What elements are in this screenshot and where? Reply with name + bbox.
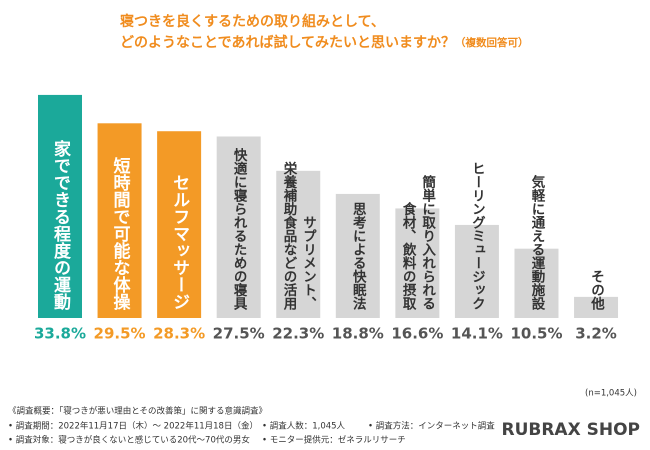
bar: [38, 94, 82, 318]
category-label: 気軽に通える運動施設: [528, 174, 545, 312]
title-line: どのようなことであれば試してみたいと思いますか？: [120, 34, 455, 51]
category-label: 思考による快眠法: [350, 202, 367, 312]
bar: [276, 170, 321, 318]
value-label: 18.8%: [332, 325, 384, 343]
value-label: 10.5%: [510, 325, 562, 343]
footnote: • モニター提供元：ゼネラルリサーチ: [262, 435, 406, 446]
title-line: 寝つきを良くするための取り組みとして、: [120, 13, 385, 30]
category-label: その他: [588, 270, 606, 312]
category-label: 栄養補助食品などの活用: [280, 160, 298, 311]
value-label: 16.6%: [391, 325, 443, 343]
bar: [514, 248, 559, 318]
bar: [454, 224, 499, 318]
bar: [157, 131, 202, 318]
footnote: • 調査人数：1,045人: [262, 421, 346, 432]
category-label: 家でできる程度の運動: [50, 139, 71, 311]
title-note: （複数回答可）: [455, 36, 529, 49]
category-label: 短時間で可能な体操: [110, 156, 131, 311]
value-label: 29.5%: [94, 325, 146, 343]
value-label: 3.2%: [575, 325, 617, 343]
category-label: サプリメント、: [300, 215, 317, 310]
value-label: 22.3%: [272, 325, 324, 343]
title-line: どのようなことであれば試してみたいと思いますか？（複数回答可）: [120, 34, 529, 51]
value-label: 28.3%: [153, 325, 205, 343]
sample-note: (n=1,045人): [585, 389, 637, 399]
footnote: • 調査対象：寝つきが良くないと感じている20代～70代の男女: [8, 435, 250, 446]
value-label: 33.8%: [34, 325, 86, 343]
bar: [97, 123, 142, 318]
category-label: 簡単に取り入れられる: [419, 174, 436, 311]
category-label: 食材、飲料の摂取: [400, 201, 418, 312]
category-label: セルフマッサージ: [169, 174, 190, 310]
value-label: 14.1%: [451, 325, 503, 343]
bar: [216, 136, 261, 318]
footnote: • 調査方法：インターネット調査: [368, 421, 495, 432]
bar: [574, 296, 619, 318]
footnote: 《調査概要：「寝つきが悪い理由とその改善策」に関する意識調査》: [8, 406, 267, 417]
category-label: 快適に寝られるための寝具: [231, 147, 249, 312]
brand: RUBRAX SHOP: [501, 420, 640, 440]
bar: [335, 193, 380, 318]
bar: [395, 208, 440, 318]
value-label: 27.5%: [213, 325, 265, 343]
category-label: ヒーリングミュージック: [469, 162, 486, 311]
footnote: • 調査期間：2022年11月17日（木）～ 2022年11月18日（金）: [8, 421, 258, 432]
